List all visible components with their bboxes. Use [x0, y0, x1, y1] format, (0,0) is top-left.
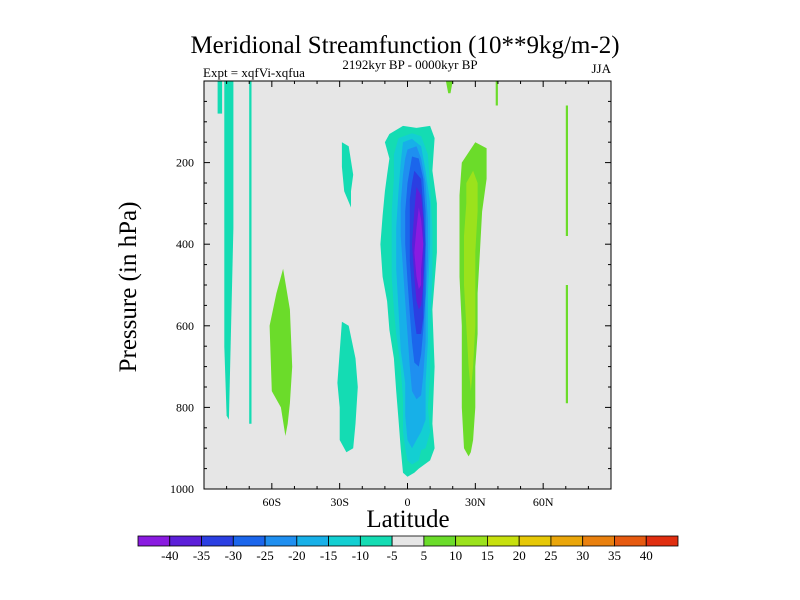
colorbar-swatch — [169, 535, 202, 547]
colorbar-label: 10 — [449, 548, 462, 563]
y-axis: 200 400 600 800 1000 — [170, 80, 611, 496]
colorbar-swatch — [264, 535, 298, 547]
colorbar-label: 5 — [421, 548, 428, 563]
colorbar-swatch — [137, 535, 171, 547]
colorbar-label: -25 — [256, 548, 273, 563]
colorbar-label: 30 — [576, 548, 589, 563]
contour-fill — [341, 142, 354, 208]
contour-fill — [445, 81, 453, 94]
colorbar-swatch — [328, 535, 361, 547]
contour-fill — [464, 170, 478, 392]
contour-fill — [249, 81, 252, 424]
x-tick-label: 60N — [533, 495, 554, 509]
y-tick-label: 400 — [176, 237, 194, 251]
y-tick-label: 1000 — [170, 482, 194, 496]
contour-fill — [337, 321, 358, 453]
colorbar-label: -30 — [225, 548, 242, 563]
colorbar: -40 -35 -30 -25 -20 -15 -10 -5 5 10 15 20 25 30 35 40 — [137, 535, 679, 563]
contour-fill — [269, 268, 293, 436]
colorbar-swatch — [582, 535, 615, 547]
x-axis-label: Latitude — [366, 506, 449, 533]
experiment-label: Expt = xqfVi-xqfua — [203, 65, 305, 80]
y-tick-label: 200 — [176, 156, 194, 170]
season-label: JJA — [591, 61, 611, 76]
x-tick-label: 30S — [330, 495, 349, 509]
colorbar-swatch — [487, 535, 520, 547]
chart-subtitle: 2192kyr BP - 0000kyr BP — [342, 57, 477, 72]
colorbar-swatch — [359, 535, 393, 547]
colorbar-label: -15 — [320, 548, 337, 563]
colorbar-swatch — [296, 535, 329, 547]
x-tick-label: 0 — [405, 495, 411, 509]
y-axis-label: Pressure (in hPa) — [115, 202, 142, 373]
colorbar-label: -35 — [193, 548, 210, 563]
x-tick-label: 30N — [465, 495, 486, 509]
colorbar-swatch — [391, 535, 425, 547]
colorbar-swatch — [550, 535, 584, 547]
colorbar-label: 20 — [513, 548, 526, 563]
colorbar-label: 25 — [544, 548, 557, 563]
x-axis: 60S 30S 0 30N 60N — [203, 81, 612, 509]
contour-fill — [414, 207, 424, 290]
colorbar-swatch — [518, 535, 552, 547]
colorbar-label: -20 — [288, 548, 305, 563]
contour-fill — [565, 105, 568, 236]
colorbar-swatch — [201, 535, 234, 547]
contour-fill — [217, 81, 223, 114]
colorbar-label: -10 — [352, 548, 369, 563]
colorbar-swatch — [232, 535, 266, 547]
colorbar-swatch — [614, 535, 647, 547]
colorbar-label: 35 — [608, 548, 621, 563]
colorbar-label: 40 — [640, 548, 653, 563]
y-tick-label: 800 — [176, 400, 194, 414]
x-tick-label: 60S — [262, 495, 281, 509]
contour-fill — [495, 81, 498, 106]
colorbar-label: -5 — [387, 548, 398, 563]
colorbar-swatch — [455, 535, 488, 547]
chart-title: Meridional Streamfunction (10**9kg/m-2) — [190, 32, 619, 59]
colorbar-swatch — [645, 535, 679, 547]
colorbar-label: -40 — [161, 548, 178, 563]
contour-fill — [565, 285, 568, 404]
colorbar-swatch — [423, 535, 457, 547]
contour-layer — [217, 81, 568, 477]
contour-fill — [224, 81, 234, 420]
y-tick-label: 600 — [176, 319, 194, 333]
colorbar-label: 15 — [481, 548, 494, 563]
